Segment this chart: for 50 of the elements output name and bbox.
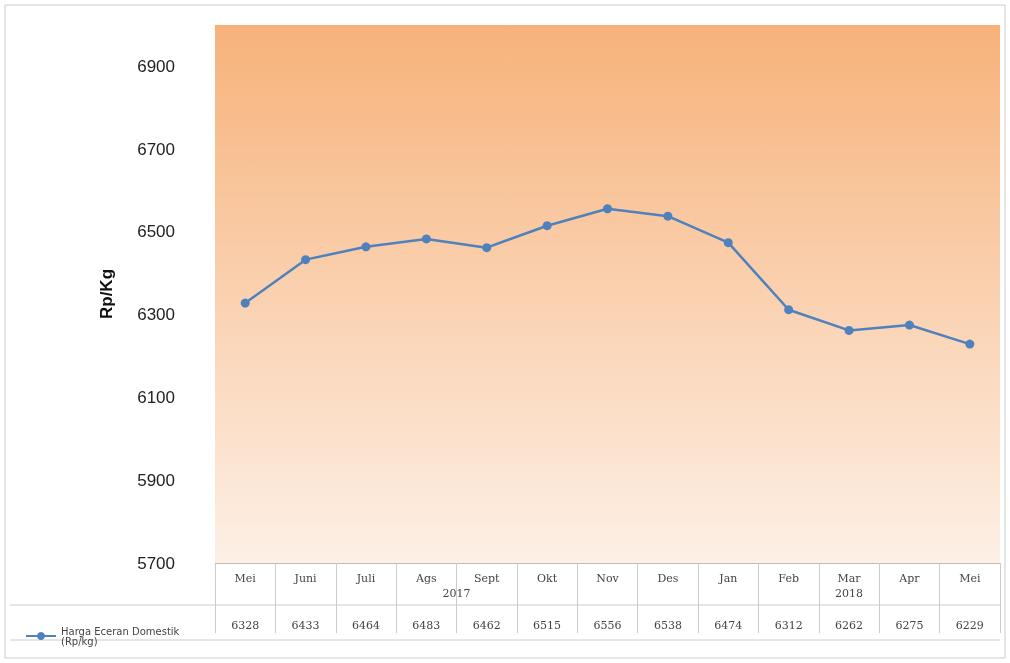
data-label: 6312 xyxy=(774,619,803,632)
x-tick-label: Sept xyxy=(473,572,501,585)
x-tick-label: Apr xyxy=(898,572,921,585)
data-label: 6483 xyxy=(412,619,441,632)
point xyxy=(482,243,492,253)
x-tick-label: Des xyxy=(657,572,679,585)
y-tick-label: 6500 xyxy=(137,222,175,242)
point xyxy=(421,234,431,244)
text: 2017 xyxy=(442,587,471,600)
x-tick-label: Mei xyxy=(959,572,981,585)
x-tick-label: Nov xyxy=(596,572,620,585)
point xyxy=(723,238,733,248)
y-tick-label: 5700 xyxy=(137,553,175,573)
data-label: 6556 xyxy=(593,619,622,632)
x-tick-label: Okt xyxy=(537,572,558,585)
point xyxy=(904,320,914,330)
x-tick-label: Ags xyxy=(415,572,438,585)
point xyxy=(542,221,552,231)
data-label: 6328 xyxy=(231,619,260,632)
data-label: 6275 xyxy=(895,619,924,632)
text: 2018 xyxy=(835,587,864,600)
data-label: 6515 xyxy=(533,619,562,632)
data-label: 6474 xyxy=(714,619,743,632)
x-tick-label: Juli xyxy=(355,572,376,585)
x-tick-label: Mei xyxy=(234,572,257,585)
data-label: 6464 xyxy=(351,619,380,632)
point xyxy=(301,255,311,265)
y-tick-label: 6300 xyxy=(137,305,175,325)
x-tick-label: Feb xyxy=(778,572,799,585)
data-label: 6229 xyxy=(955,619,984,632)
point xyxy=(361,242,371,252)
x-tick-label: Juni xyxy=(293,572,318,585)
x-tick-label: Mar xyxy=(837,572,862,585)
y-tick-label: 6100 xyxy=(137,387,175,407)
x-tick-label: Jan xyxy=(718,572,738,585)
point xyxy=(663,211,673,221)
point xyxy=(965,339,975,349)
y-tick-label: 6900 xyxy=(137,56,175,76)
legend-label: Harga Eceran Domestik (Rp/kg) xyxy=(61,625,183,647)
point xyxy=(240,298,250,308)
y-tick-label: 6700 xyxy=(137,139,175,159)
data-label: 6462 xyxy=(472,619,501,632)
data-label: 6262 xyxy=(835,619,864,632)
y-axis-title: Rp/Kg xyxy=(97,268,116,320)
point xyxy=(844,325,854,335)
y-tick-label: 5900 xyxy=(137,470,175,490)
data-label: 6538 xyxy=(653,619,682,632)
point xyxy=(784,305,794,315)
data-label: 6433 xyxy=(291,619,320,632)
point xyxy=(603,204,612,214)
